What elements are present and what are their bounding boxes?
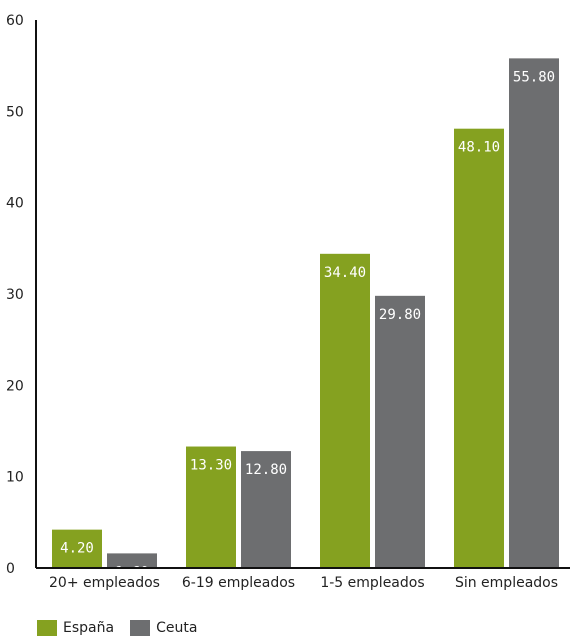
x-tick-label: Sin empleados: [455, 575, 558, 591]
bar-espana: [52, 529, 102, 568]
bar-value-label: 4.20: [60, 541, 94, 557]
legend-item-espana: España: [37, 620, 114, 636]
legend-swatch-espana: [37, 620, 57, 636]
bar-espana: [186, 446, 236, 568]
legend-label-espana: España: [63, 620, 115, 636]
y-axis: 0 10 20 30 40 50 60: [6, 13, 37, 577]
bar-ceuta: [375, 295, 425, 568]
x-axis: 20+ empleados 6-19 empleados 1-5 empleados…: [36, 567, 570, 591]
legend-swatch-ceuta: [130, 620, 151, 636]
bar-value-label: 29.80: [379, 307, 421, 323]
y-tick-label: 10: [6, 470, 24, 486]
legend: España Ceuta: [37, 620, 213, 636]
bar-espana: [320, 253, 370, 568]
legend-label-ceuta: Ceuta: [156, 620, 198, 636]
bar-value-label: 48.10: [458, 140, 500, 156]
bar-value-label: 34.40: [324, 265, 366, 281]
x-tick-label: 20+ empleados: [49, 575, 160, 591]
bar-value-label: 55.80: [513, 69, 555, 85]
y-tick-label: 20: [6, 378, 24, 394]
bar-value-label: 12.80: [245, 462, 287, 478]
bar-ceuta: [241, 451, 291, 568]
bar-ceuta: [509, 58, 559, 569]
y-tick-label: 60: [6, 13, 24, 29]
bar-ceuta: [107, 553, 157, 568]
y-tick-label: 0: [6, 561, 15, 577]
bar-espana: [454, 128, 504, 569]
legend-item-ceuta: Ceuta: [130, 620, 197, 636]
y-tick-label: 40: [6, 196, 24, 212]
bar-value-label: 13.30: [190, 458, 232, 474]
y-tick-label: 50: [6, 104, 24, 120]
x-tick-label: 6-19 empleados: [182, 575, 295, 591]
x-tick-label: 1-5 empleados: [320, 575, 424, 591]
y-tick-label: 30: [6, 287, 24, 303]
